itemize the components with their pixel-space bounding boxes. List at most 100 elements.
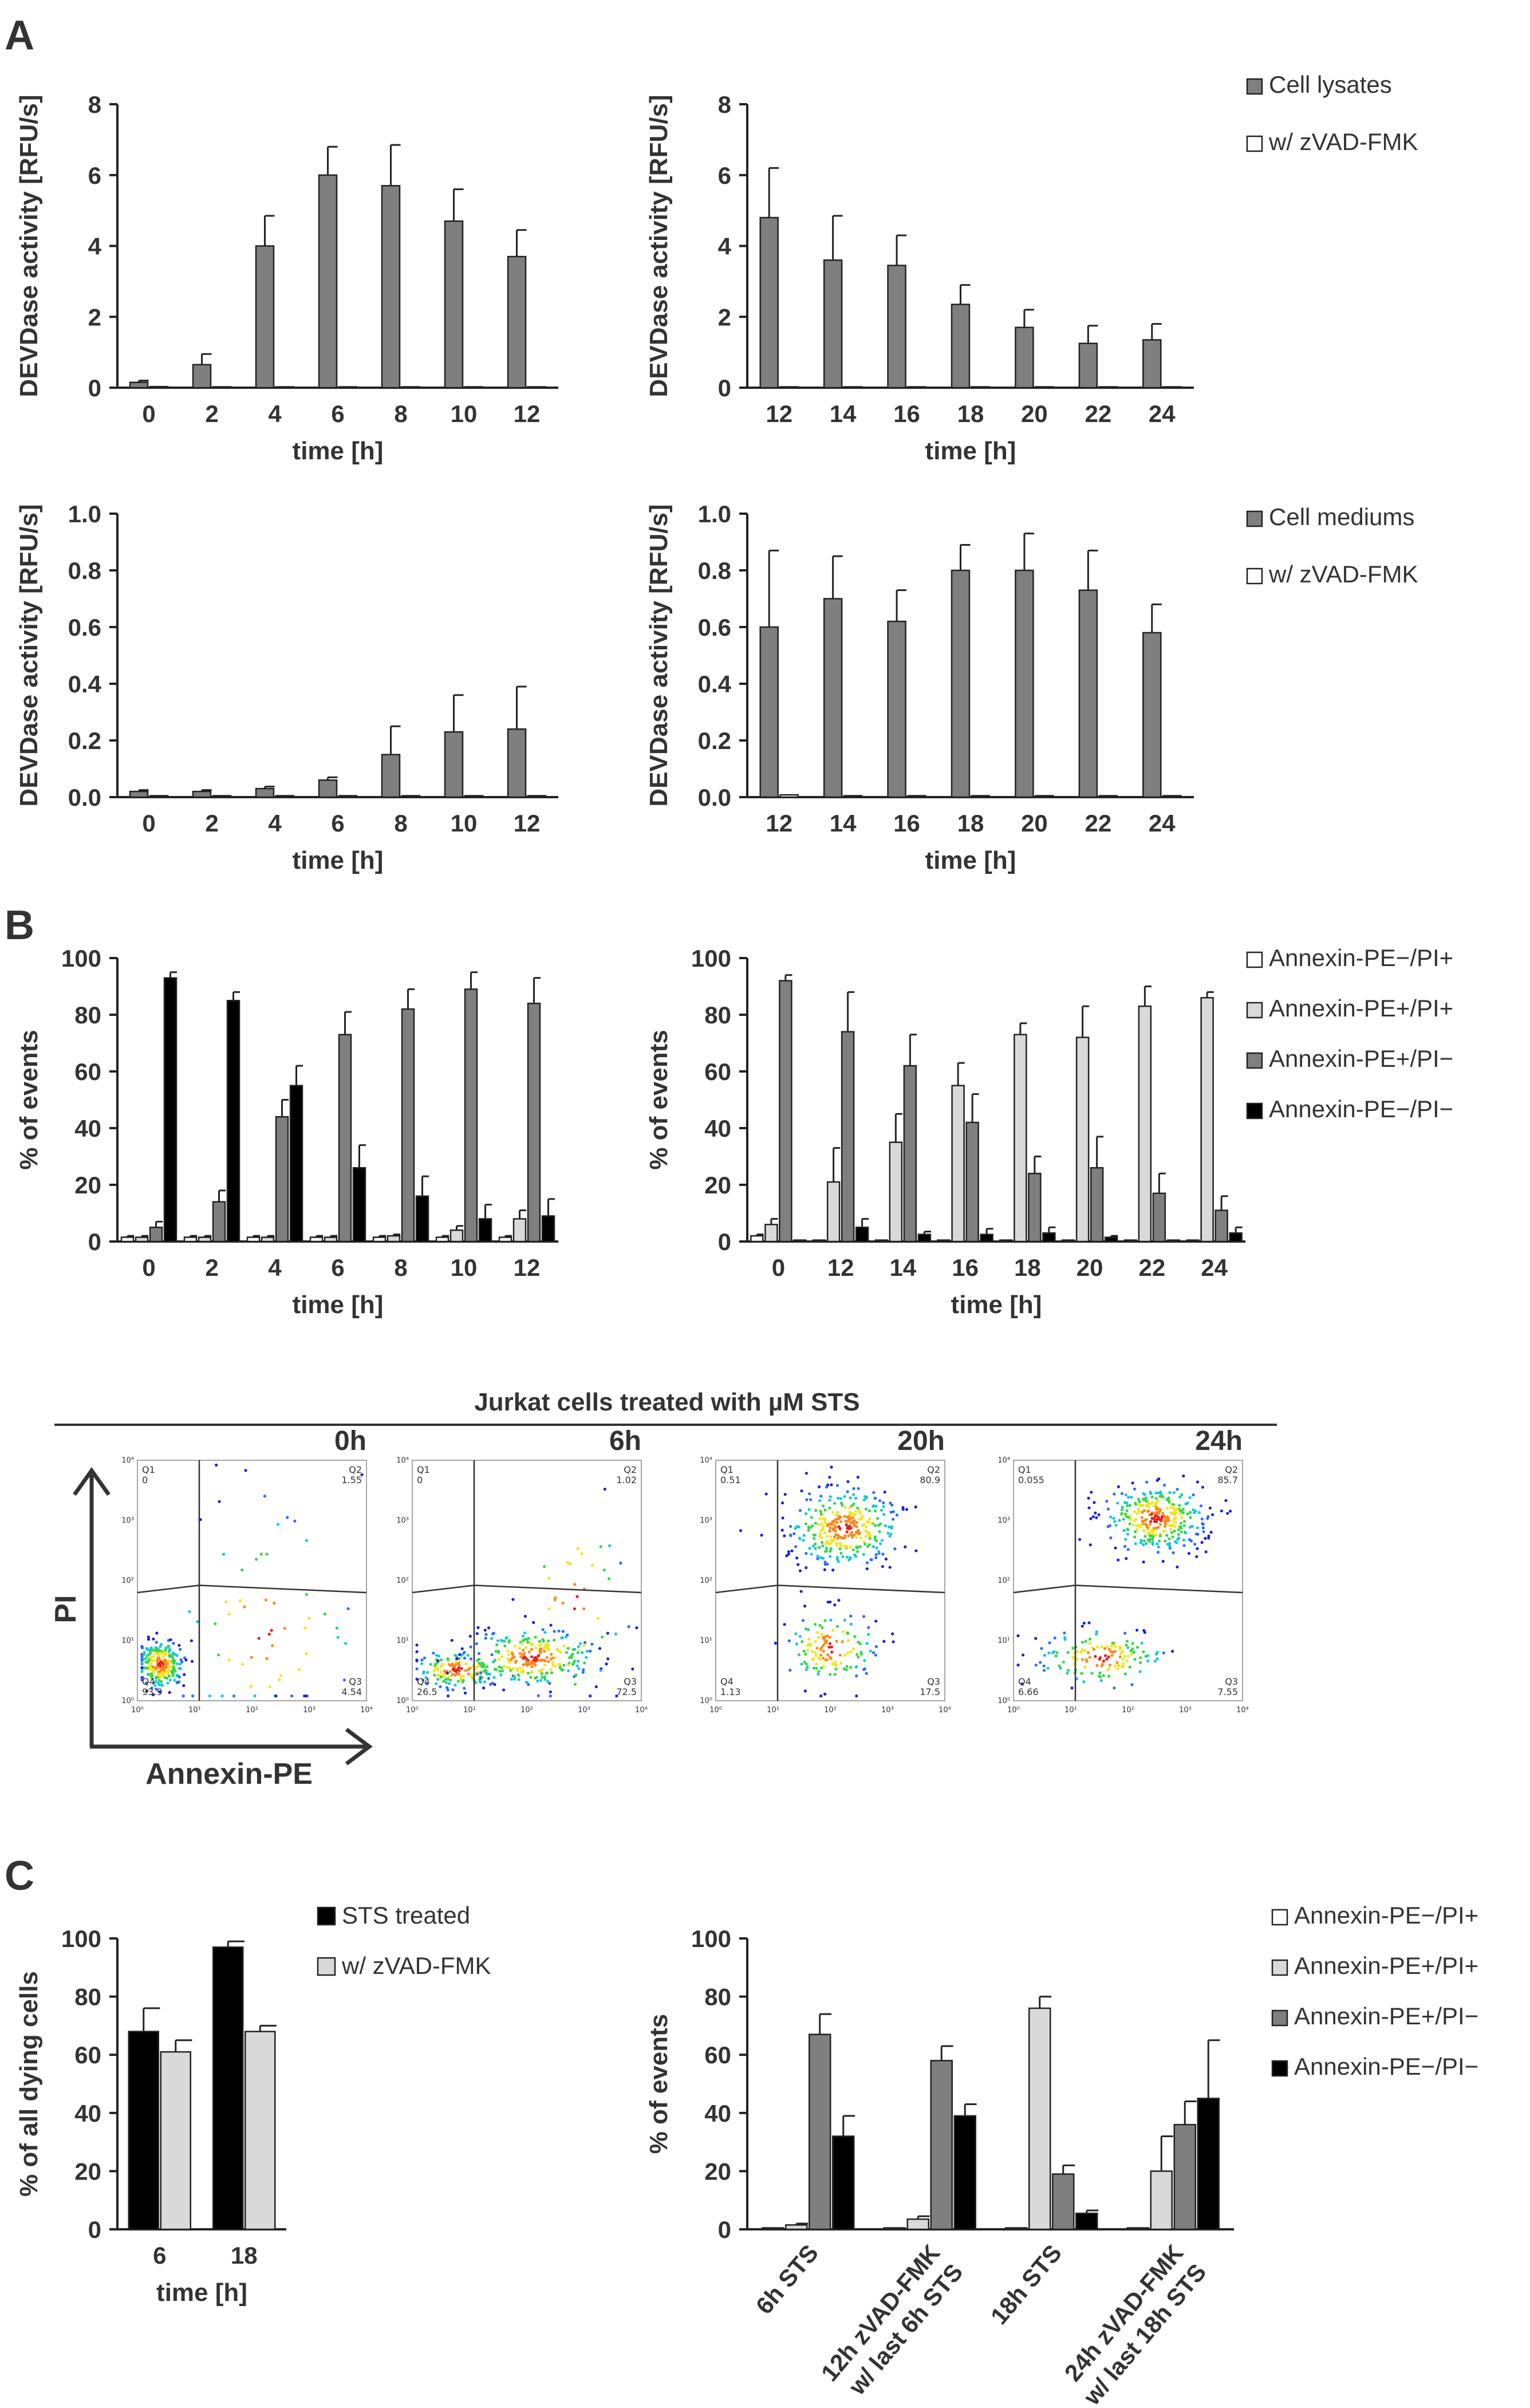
facs-event — [475, 1672, 479, 1676]
facs-event — [825, 1546, 828, 1550]
facs-event — [852, 1502, 855, 1506]
bar — [1098, 795, 1118, 798]
facs-event — [224, 1600, 228, 1603]
facs-event — [1178, 1504, 1181, 1507]
facs-y-decade: 10¹ — [396, 1637, 409, 1645]
facs-plots: Q10Q21.55Q493.9Q34.540h10⁰10⁰10¹10¹10²10… — [121, 1426, 1249, 1715]
x-tick-label: 8 — [394, 400, 407, 427]
y-tick-label: 100 — [691, 1925, 731, 1952]
facs-event — [1080, 1672, 1083, 1675]
facs-event — [1098, 1657, 1101, 1661]
facs-event — [818, 1623, 822, 1627]
facs-event — [803, 1689, 807, 1693]
facs-event — [1058, 1664, 1061, 1668]
bar — [401, 795, 421, 798]
facs-event — [895, 1514, 899, 1517]
legend-swatch — [1271, 2060, 1288, 2077]
facs-event — [852, 1493, 855, 1496]
facs-event — [590, 1642, 594, 1646]
facs-event — [1093, 1501, 1096, 1504]
facs-event — [155, 1631, 159, 1635]
facs-event — [1130, 1683, 1134, 1686]
facs-event — [149, 1672, 153, 1676]
facs-event — [1172, 1503, 1175, 1506]
facs-event — [780, 1528, 784, 1532]
bar — [965, 1121, 979, 1243]
facs-event — [828, 1635, 831, 1639]
facs-event — [787, 1639, 791, 1642]
facs-event — [422, 1672, 425, 1675]
facs-event — [476, 1664, 480, 1668]
facs-event — [274, 1694, 278, 1698]
facs-event — [1173, 1540, 1177, 1543]
facs-event — [151, 1677, 154, 1680]
facs-y-decade: 10² — [997, 1577, 1010, 1585]
facs-event — [501, 1669, 504, 1673]
facs-event — [215, 1463, 218, 1467]
facs-event — [1042, 1669, 1046, 1672]
y-tick-label: 60 — [704, 1058, 731, 1085]
facs-y-decade: 10⁰ — [396, 1697, 409, 1705]
facs-event — [843, 1515, 846, 1518]
facs-event — [464, 1691, 467, 1695]
facs-event — [172, 1652, 175, 1656]
facs-event — [1034, 1664, 1038, 1667]
bar — [971, 795, 991, 798]
facs-event — [905, 1508, 909, 1511]
facs-event — [851, 1535, 854, 1539]
facs-event — [843, 1506, 847, 1509]
y-tick-label: 20 — [74, 1172, 101, 1199]
facs-event — [890, 1503, 894, 1507]
facs-event — [1112, 1516, 1115, 1520]
facs-event — [834, 1513, 838, 1517]
facs-event — [839, 1661, 843, 1665]
facs-event — [855, 1665, 858, 1669]
facs-event — [804, 1512, 808, 1515]
facs-event — [1146, 1659, 1150, 1663]
facs-event — [863, 1542, 867, 1546]
bar — [120, 1236, 135, 1243]
facs-event — [845, 1530, 849, 1534]
facs-event — [1140, 1641, 1143, 1645]
facs-event — [829, 1526, 832, 1530]
facs-event — [168, 1648, 172, 1652]
facs-event — [1149, 1538, 1152, 1541]
facs-event — [614, 1632, 618, 1635]
facs-event — [1171, 1649, 1174, 1653]
bar — [1035, 386, 1054, 389]
q1-label: Q1 — [1018, 1464, 1031, 1475]
facs-event — [849, 1496, 852, 1500]
facs-event — [808, 1547, 811, 1550]
facs-event — [1081, 1625, 1084, 1628]
facs-event — [1054, 1654, 1058, 1658]
facs-event — [1094, 1511, 1097, 1515]
facs-event — [145, 1681, 148, 1685]
y-tick-label: 80 — [74, 1984, 101, 2011]
y-tick-label: 1.0 — [68, 500, 101, 527]
facs-event — [538, 1669, 541, 1673]
facs-event — [1160, 1515, 1164, 1518]
facs-event — [820, 1522, 823, 1526]
legend-label: Annexin-PE−/PI− — [1269, 1095, 1453, 1122]
facs-event — [171, 1660, 175, 1664]
facs-event — [802, 1649, 806, 1653]
facs-event — [829, 1550, 832, 1553]
facs-event — [1123, 1672, 1127, 1676]
y-axis-title: DEVDase activity [RFU/s] — [645, 94, 673, 397]
facs-event — [781, 1516, 784, 1520]
facs-event — [864, 1529, 867, 1532]
y-tick-label: 40 — [74, 2100, 101, 2127]
facs-event — [444, 1681, 448, 1684]
facs-event — [1140, 1516, 1143, 1519]
facs-event — [874, 1524, 877, 1527]
facs-x-decade: 10⁴ — [938, 1706, 951, 1715]
facs-event — [500, 1655, 504, 1658]
facs-event — [1137, 1497, 1140, 1501]
facs-event — [868, 1537, 872, 1540]
facs-event — [853, 1519, 856, 1522]
facs-event — [522, 1638, 526, 1642]
facs-event — [828, 1499, 831, 1502]
bar — [1138, 1005, 1152, 1243]
bar — [212, 1946, 244, 2230]
x-tick-label: 22 — [1139, 1254, 1166, 1281]
